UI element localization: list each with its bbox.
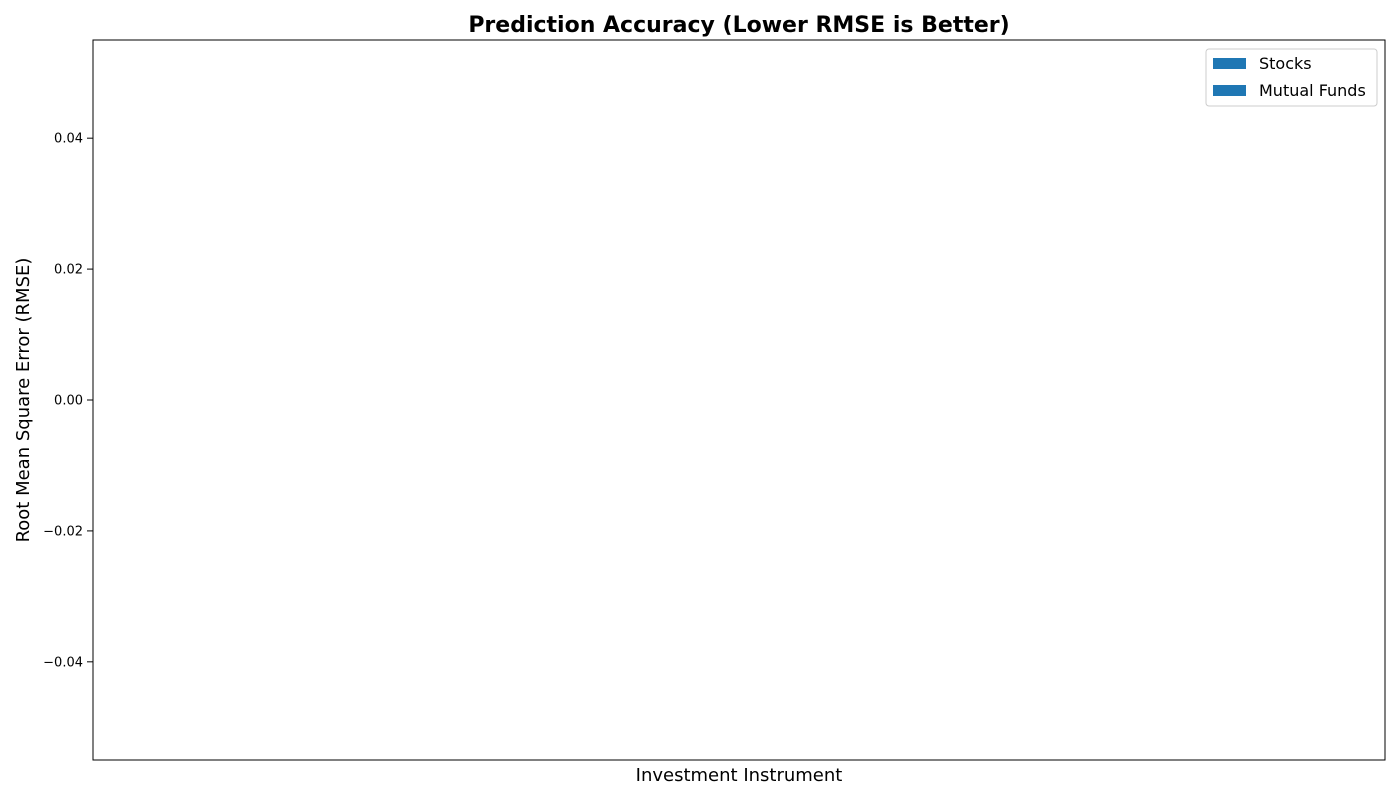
plot-area-frame: [92, 39, 1386, 761]
y-tick-label: 0.04: [54, 132, 83, 147]
y-tick-label: −0.02: [43, 524, 83, 539]
y-tick-label: 0.02: [54, 263, 83, 278]
y-tick-label: −0.04: [43, 655, 83, 670]
legend: Stocks Mutual Funds: [1205, 48, 1378, 107]
y-tick-label: 0.00: [54, 394, 83, 409]
legend-frame: [1205, 48, 1378, 107]
y-axis-label: Root Mean Square Error (RMSE): [13, 258, 34, 543]
legend-swatch-stocks: [1213, 58, 1246, 69]
legend-swatch-mutual-funds: [1213, 85, 1246, 96]
legend-entry-mutual-funds: Mutual Funds: [1259, 81, 1366, 100]
y-axis-ticks: 0.04 0.02 0.00 −0.02 −0.04: [43, 132, 93, 670]
chart-title: Prediction Accuracy (Lower RMSE is Bette…: [468, 13, 1009, 38]
x-axis-label: Investment Instrument: [636, 765, 843, 786]
legend-entry-stocks: Stocks: [1259, 54, 1312, 73]
